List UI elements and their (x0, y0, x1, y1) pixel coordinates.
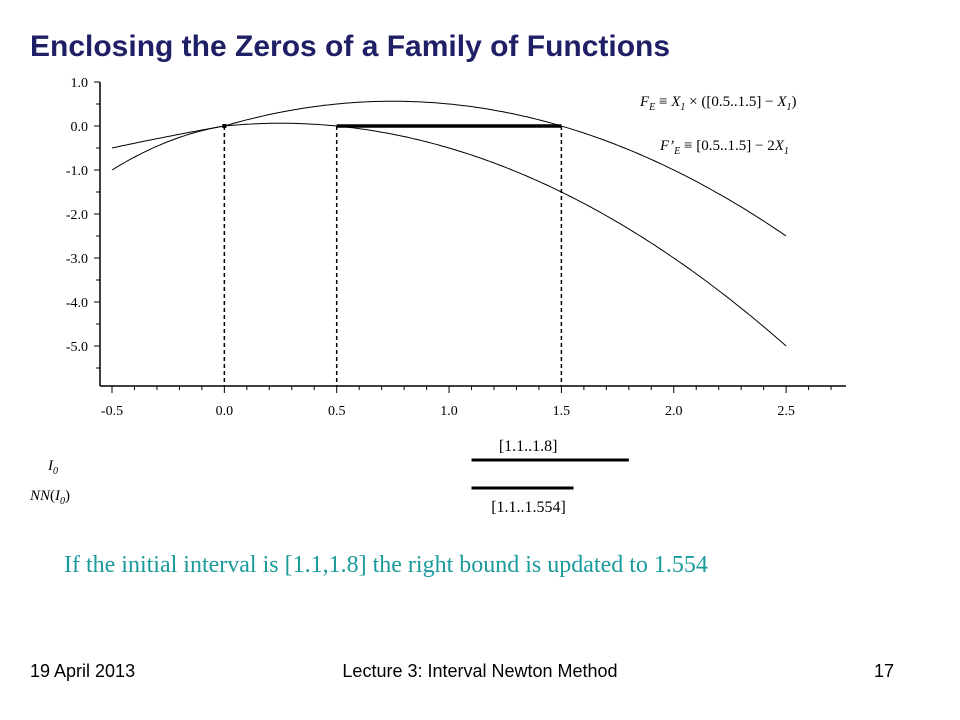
legend-f-formula: FE ≡ X1 × ([0.5..1.5] − X1) (639, 94, 797, 113)
lower-bound-curve (111, 122, 787, 347)
y-tick-label: -5.0 (66, 340, 88, 355)
x-tick-label: 0.5 (328, 404, 346, 419)
x-tick-label: 1.5 (553, 404, 571, 419)
x-tick-label: 2.0 (665, 404, 683, 419)
x-tick-label: 1.0 (440, 404, 458, 419)
y-tick-label: 0.0 (71, 120, 89, 135)
footer-lecture: Lecture 3: Interval Newton Method (342, 661, 618, 681)
zero-marker (222, 124, 227, 128)
i0-interval-text: [1.1..1.8] (499, 438, 558, 455)
legend-fprime-formula: F’E ≡ [0.5..1.5] − 2X1 (659, 138, 789, 157)
y-tick-label: -2.0 (66, 208, 88, 223)
y-tick-label: -4.0 (66, 296, 88, 311)
x-tick-label: 0.0 (216, 404, 234, 419)
nn-interval-text: [1.1..1.554] (491, 499, 566, 516)
nn-label: NN(I0) (29, 488, 70, 507)
upper-bound-curve (111, 100, 787, 237)
interval-bars: [1.1..1.8] [1.1..1.554] (471, 438, 629, 516)
y-tick-label: -3.0 (66, 252, 88, 267)
plot-annotations (222, 124, 563, 386)
y-tick-label: -1.0 (66, 164, 88, 179)
plot-axes: 1.0 0.0 -1.0 -2.0 -3.0 -4.0 -5.0 -0.5 0.0 0.5 1.0 1… (66, 76, 846, 419)
i0-label: I0 (47, 458, 58, 477)
x-tick-label: 2.5 (777, 404, 795, 419)
y-tick-label: 1.0 (71, 76, 89, 91)
footer-date: 19 April 2013 (30, 661, 136, 681)
slide-title: Enclosing the Zeros of a Family of Funct… (30, 30, 671, 63)
footer-page-number: 17 (873, 661, 894, 681)
caption-text: If the initial interval is [1.1,1.8] the… (64, 552, 708, 578)
x-tick-label: -0.5 (101, 404, 123, 419)
